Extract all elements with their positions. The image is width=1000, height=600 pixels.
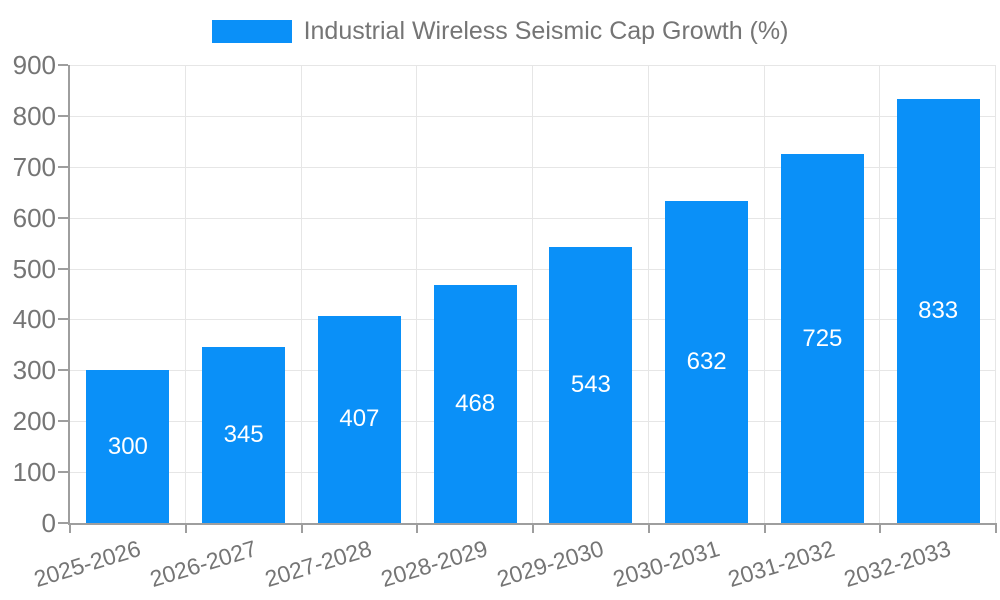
x-axis-tick [763,523,766,533]
bar-value-label: 345 [223,421,264,449]
bar-value-label: 468 [455,389,496,417]
x-tick-label: 2028-2029 [377,535,491,593]
h-gridline [70,115,996,117]
bar: 345 [202,347,286,523]
bar: 300 [86,370,170,523]
v-gridline [416,65,418,523]
plot-area: 0 100 200 300 400 500 600 700 800 900 300 2025-2026… [13,51,997,592]
h-gridline [70,472,996,474]
y-axis-tick [58,471,68,474]
x-axis-tick [995,523,997,533]
y-axis-tick [58,165,68,168]
h-gridline [70,421,996,423]
x-tick-label: 2032-2033 [840,535,954,593]
bar: 543 [549,246,633,523]
y-axis-tick [58,420,68,423]
h-gridline [70,268,996,270]
h-gridline [70,217,996,219]
x-axis-tick [647,523,650,533]
legend: Industrial Wireless Seismic Cap Growth (… [0,17,1000,46]
h-gridline [70,370,996,372]
x-tick-label: 2027-2028 [262,535,375,593]
y-axis-tick [58,522,68,524]
v-gridline [763,65,765,523]
v-gridline [184,65,186,523]
x-axis-tick [184,523,187,533]
y-axis-tick [58,369,68,372]
bar: 407 [317,315,401,523]
legend-label: Industrial Wireless Seismic Cap Growth (… [303,17,789,45]
bar-value-label: 407 [339,405,380,433]
bar-value-label: 725 [802,324,843,352]
h-gridline [70,319,996,321]
y-axis-tick [58,114,68,117]
x-axis-tick [416,523,419,533]
y-tick-label: 300 [12,355,56,386]
y-tick-label: 0 [41,508,56,538]
bar: 725 [780,154,864,523]
x-axis-tick [300,523,303,533]
x-tick-label: 2030-2031 [609,535,723,593]
y-tick-label: 500 [12,253,56,284]
v-gridline [879,65,881,523]
bar-value-label: 632 [686,348,727,376]
v-gridline [532,65,533,523]
h-gridline [70,65,996,66]
y-tick-label: 100 [12,457,56,488]
y-axis-tick [58,267,68,270]
x-axis-tick [69,523,71,533]
y-tick-label: 900 [12,50,56,80]
y-tick-label: 800 [12,100,56,131]
x-tick-label: 2025-2026 [30,535,144,593]
v-gridline [995,65,996,523]
x-axis-tick [532,523,534,533]
y-axis-tick [58,216,68,219]
bar: 632 [665,201,749,523]
v-gridline [300,65,302,523]
bar-value-label: 300 [107,432,148,460]
bar-value-label: 543 [570,370,611,398]
x-tick-label: 2031-2032 [725,535,838,593]
legend-swatch-icon [211,20,292,43]
x-tick-label: 2029-2030 [493,535,607,593]
x-axis-tick [879,523,882,533]
y-tick-label: 400 [12,304,56,335]
bar-value-label: 833 [918,297,959,325]
v-gridline [647,65,649,523]
y-tick-label: 600 [12,202,56,233]
bar: 833 [896,99,980,523]
h-gridline [70,166,996,168]
y-tick-label: 200 [12,406,56,437]
legend-item[interactable]: Industrial Wireless Seismic Cap Growth (… [211,17,789,46]
y-axis-tick [58,64,68,66]
x-tick-label: 2026-2027 [146,535,260,593]
y-tick-label: 700 [12,151,56,182]
bar: 468 [433,284,517,523]
y-axis-tick [58,318,68,321]
